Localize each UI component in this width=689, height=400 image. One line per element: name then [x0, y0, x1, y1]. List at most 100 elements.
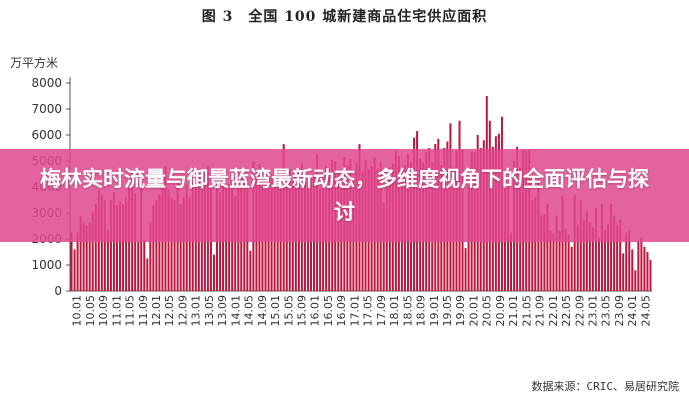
- bar: [79, 215, 82, 291]
- x-tick-label: 14.01: [229, 295, 242, 327]
- bar: [212, 254, 215, 291]
- bar: [155, 200, 158, 291]
- x-tick-label: 20.09: [494, 295, 507, 327]
- bar: [610, 203, 613, 291]
- headline-banner[interactable]: 梅林实时流量与御景蓝湾最新动态，多维度视角下的全面评估与探讨: [0, 149, 689, 242]
- bar: [549, 231, 552, 291]
- bar: [558, 231, 561, 291]
- bar: [582, 219, 585, 291]
- x-tick-label: 17.05: [362, 295, 375, 327]
- x-tick-label: 22.05: [560, 295, 573, 327]
- bar: [585, 211, 588, 291]
- bar: [94, 203, 97, 291]
- bar: [152, 205, 155, 291]
- y-tick-label: 8000: [31, 76, 62, 90]
- bar: [552, 233, 555, 291]
- bar: [109, 200, 112, 291]
- x-tick-label: 13.01: [190, 295, 203, 327]
- bar: [631, 249, 634, 291]
- x-tick-label: 21.01: [507, 295, 520, 327]
- x-tick-label: 15.09: [296, 295, 309, 327]
- x-tick-label: 22.09: [573, 295, 586, 327]
- bar: [619, 219, 622, 291]
- bar: [634, 270, 637, 291]
- bar: [170, 197, 173, 291]
- x-tick-label: 22.01: [547, 295, 560, 327]
- bar: [594, 207, 597, 291]
- x-tick-label: 20.01: [467, 295, 480, 327]
- bar: [540, 215, 543, 291]
- x-tick-label: 21.05: [520, 295, 533, 327]
- bar: [85, 226, 88, 291]
- bar: [88, 222, 91, 291]
- bar: [637, 241, 640, 291]
- bar: [173, 200, 176, 291]
- bar: [546, 203, 549, 291]
- bar: [561, 196, 564, 291]
- bar: [588, 222, 591, 291]
- x-tick-label: 15.01: [269, 295, 282, 327]
- bar: [564, 228, 567, 291]
- bar: [531, 200, 534, 291]
- x-tick-label: 17.09: [375, 295, 388, 327]
- y-tick-label: 1000: [31, 258, 62, 272]
- bar: [600, 203, 603, 291]
- bar: [640, 237, 643, 291]
- bar: [597, 237, 600, 291]
- x-tick-label: 24.01: [626, 295, 639, 327]
- bar: [188, 197, 191, 291]
- x-tick-label: 18.01: [388, 295, 401, 327]
- bar: [573, 194, 576, 291]
- bar: [625, 232, 628, 291]
- bar: [649, 259, 652, 291]
- x-tick-label: 12.05: [163, 295, 176, 327]
- x-tick-label: 12.09: [176, 295, 189, 327]
- x-tick-label: 23.01: [587, 295, 600, 327]
- bar: [70, 232, 73, 291]
- x-tick-label: 23.09: [613, 295, 626, 327]
- x-tick-label: 10.05: [84, 295, 97, 327]
- x-tick-label: 14.09: [256, 295, 269, 327]
- headline-text[interactable]: 梅林实时流量与御景蓝湾最新动态，多维度视角下的全面评估与探讨: [40, 167, 649, 224]
- bar: [249, 250, 252, 291]
- bar: [103, 200, 106, 291]
- x-tick-label: 10.01: [71, 295, 84, 327]
- bar: [628, 231, 631, 291]
- x-tick-label: 16.09: [335, 295, 348, 327]
- x-tick-label: 19.09: [454, 295, 467, 327]
- y-tick-label: 0: [54, 284, 62, 298]
- x-tick-label: 16.05: [322, 295, 335, 327]
- bar: [143, 240, 146, 291]
- bar: [179, 203, 182, 291]
- bar: [646, 252, 649, 291]
- x-tick-label: 21.09: [534, 295, 547, 327]
- bar: [604, 229, 607, 291]
- x-tick-label: 15.05: [282, 295, 295, 327]
- bar: [122, 203, 125, 291]
- bar: [622, 253, 625, 291]
- x-tick-label: 23.05: [600, 295, 613, 327]
- bar: [534, 197, 537, 291]
- x-tick-label: 18.09: [415, 295, 428, 327]
- bar: [149, 223, 152, 291]
- bar: [510, 232, 513, 291]
- bar: [579, 200, 582, 291]
- chart-title: 图 3 全国 100 城新建商品住宅供应面积: [201, 9, 488, 25]
- bar: [570, 246, 573, 291]
- bar: [73, 249, 76, 291]
- bar: [158, 194, 161, 291]
- x-tick-label: 11.01: [110, 295, 123, 327]
- x-tick-label: 11.09: [137, 295, 150, 327]
- bar: [616, 224, 619, 291]
- bar: [182, 197, 185, 291]
- x-tick-label: 13.05: [203, 295, 216, 327]
- x-tick-label: 19.01: [428, 295, 441, 327]
- bar: [234, 196, 237, 291]
- bar: [125, 197, 128, 291]
- x-tick-label: 18.05: [401, 295, 414, 327]
- y-tick-label: 7000: [31, 102, 62, 116]
- x-tick-label: 10.09: [97, 295, 110, 327]
- bar: [464, 248, 467, 291]
- bar: [613, 215, 616, 291]
- bar: [555, 215, 558, 291]
